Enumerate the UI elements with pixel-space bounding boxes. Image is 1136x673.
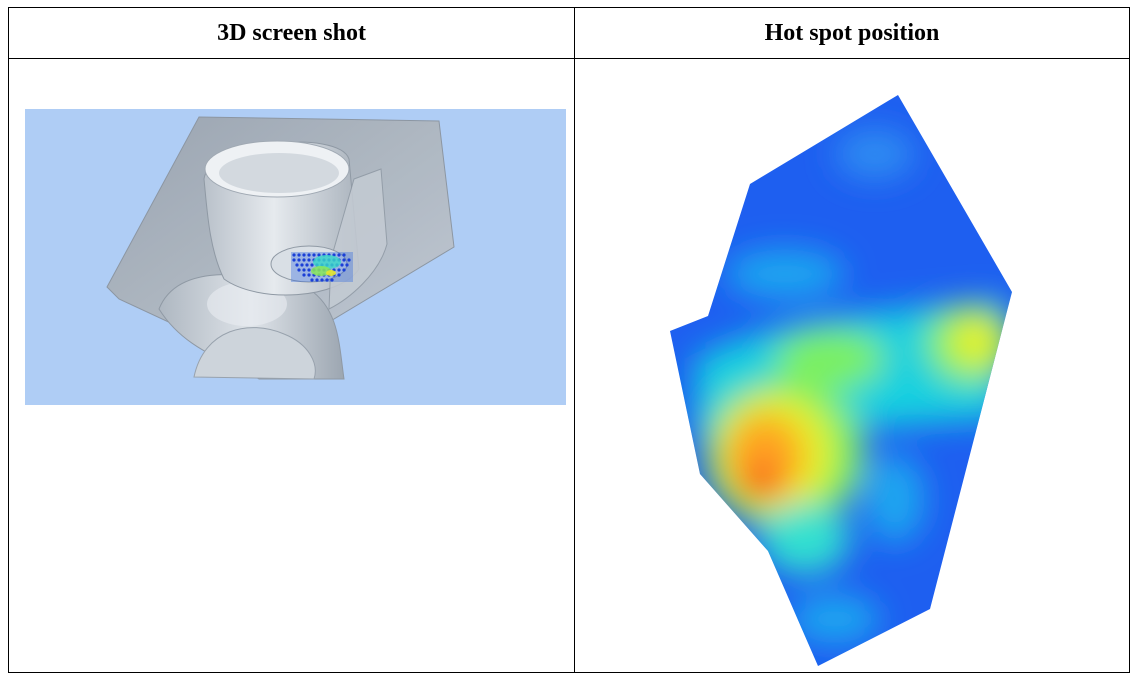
header-3d-screen-shot: 3D screen shot [8,7,575,59]
sensor-dots [291,252,353,282]
figure-row [8,58,1130,673]
cell-hot-spot-position [574,58,1130,673]
3d-model-screenshot [25,109,566,405]
header-row: 3D screen shot Hot spot position [8,7,1130,59]
comparison-table: 3D screen shot Hot spot position [8,7,1130,673]
hot-spot-heatmap [670,95,1012,666]
header-hot-spot-position: Hot spot position [574,7,1130,59]
cell-3d-screen-shot [8,58,575,673]
